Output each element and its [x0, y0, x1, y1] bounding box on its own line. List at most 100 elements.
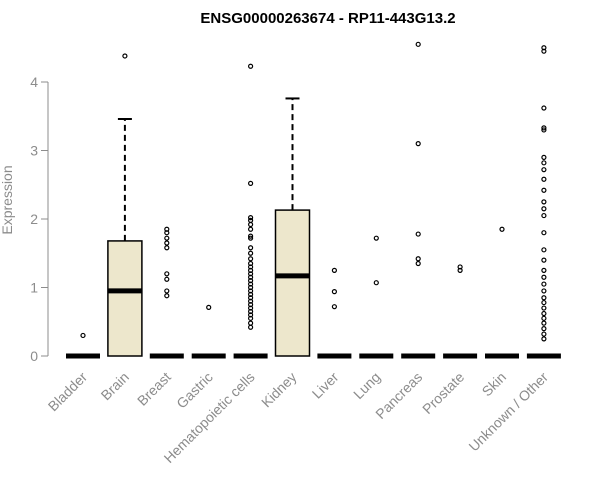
outlier-point [248, 250, 254, 256]
boxes-layer [66, 41, 561, 359]
box [107, 240, 143, 357]
outlier-point [331, 304, 337, 310]
outlier-point [164, 226, 170, 232]
outlier-point [415, 260, 421, 267]
outlier-point [415, 41, 421, 47]
y-tick-label: 3 [30, 143, 38, 159]
box-group [66, 332, 100, 359]
outlier-point [541, 160, 547, 166]
x-tick-label: Kidney [258, 369, 300, 411]
box-group [233, 63, 268, 359]
outlier-point [541, 274, 547, 280]
x-tick-label: Bladder [45, 369, 91, 415]
outlier-point [164, 288, 170, 294]
outlier-point [541, 105, 547, 111]
y-tick-label: 1 [30, 280, 38, 296]
outlier-point [541, 267, 547, 273]
outlier-point [541, 230, 547, 236]
box-group [274, 97, 311, 357]
outlier-point [541, 125, 547, 131]
outlier-point [541, 154, 547, 160]
outlier-point [541, 187, 547, 193]
outlier-point [541, 206, 547, 212]
y-tick-label: 0 [30, 348, 38, 364]
outlier-point [541, 315, 547, 321]
outlier-point [541, 247, 547, 253]
outlier-point [541, 288, 547, 294]
x-tick-label: Skin [479, 369, 510, 400]
outlier-point [541, 45, 547, 51]
outlier-point [415, 231, 421, 237]
outlier-point [373, 280, 379, 286]
y-tick-label: 2 [30, 211, 38, 227]
outlier-point [248, 215, 254, 221]
y-axis-label: Expression [0, 165, 15, 234]
outlier-point [164, 235, 170, 241]
outlier-point [248, 256, 254, 262]
outlier-point [373, 235, 379, 241]
box-group [401, 41, 436, 359]
outlier-point [164, 271, 170, 277]
outlier-point [541, 257, 547, 263]
outlier-point [80, 332, 86, 339]
outlier-point [541, 295, 547, 301]
outlier-point [248, 260, 254, 267]
chart-title: ENSG00000263674 - RP11-443G13.2 [200, 10, 455, 27]
outlier-point [248, 320, 254, 326]
outlier-point [331, 267, 337, 273]
outlier-point [457, 264, 463, 270]
outlier-point [541, 176, 547, 182]
outlier-point [206, 304, 212, 310]
box-group [317, 267, 352, 359]
outlier-point [415, 141, 421, 147]
outlier-point [541, 281, 547, 287]
outlier-point [164, 240, 170, 246]
x-tick-label: Breast [134, 369, 174, 409]
x-tick-label: Prostate [419, 369, 467, 417]
outlier-point [164, 245, 170, 251]
outlier-point [541, 331, 547, 337]
outlier-point [541, 320, 547, 326]
outlier-point [248, 221, 254, 228]
box-group [191, 304, 226, 359]
x-tick-label: Pancreas [372, 369, 425, 422]
box [274, 209, 311, 357]
box-group [359, 235, 394, 359]
box-group [485, 226, 519, 359]
outlier-point [541, 310, 547, 317]
outlier-point [122, 53, 128, 59]
outlier-point [541, 305, 547, 311]
x-tick-label: Lung [350, 369, 383, 402]
x-tick-label: Unknown / Other [465, 369, 551, 455]
box-group [107, 53, 143, 357]
outlier-point [541, 199, 547, 205]
outlier-point [248, 245, 254, 251]
outlier-point [248, 217, 254, 223]
outlier-point [248, 233, 254, 239]
outlier-point [541, 299, 547, 306]
outlier-point [415, 256, 421, 262]
y-tick-label: 4 [30, 74, 38, 90]
x-tick-label: Liver [309, 369, 342, 402]
outlier-point [248, 324, 254, 330]
outlier-point [164, 293, 170, 299]
outlier-point [248, 235, 254, 241]
box-group [149, 226, 184, 359]
box-group [443, 264, 478, 359]
outlier-point [248, 226, 254, 232]
outlier-point [541, 127, 547, 133]
outlier-point [541, 326, 547, 332]
outlier-point [499, 226, 505, 232]
outlier-point [248, 180, 254, 186]
outlier-point [164, 276, 170, 282]
x-tick-label: Brain [98, 369, 132, 403]
y-axis: 0 1 2 3 4 [30, 74, 49, 364]
outlier-point [541, 212, 547, 219]
box-group [526, 45, 561, 359]
outlier-point [541, 336, 547, 342]
outlier-point [248, 63, 254, 69]
outlier-point [331, 289, 337, 295]
outlier-point [541, 167, 547, 173]
